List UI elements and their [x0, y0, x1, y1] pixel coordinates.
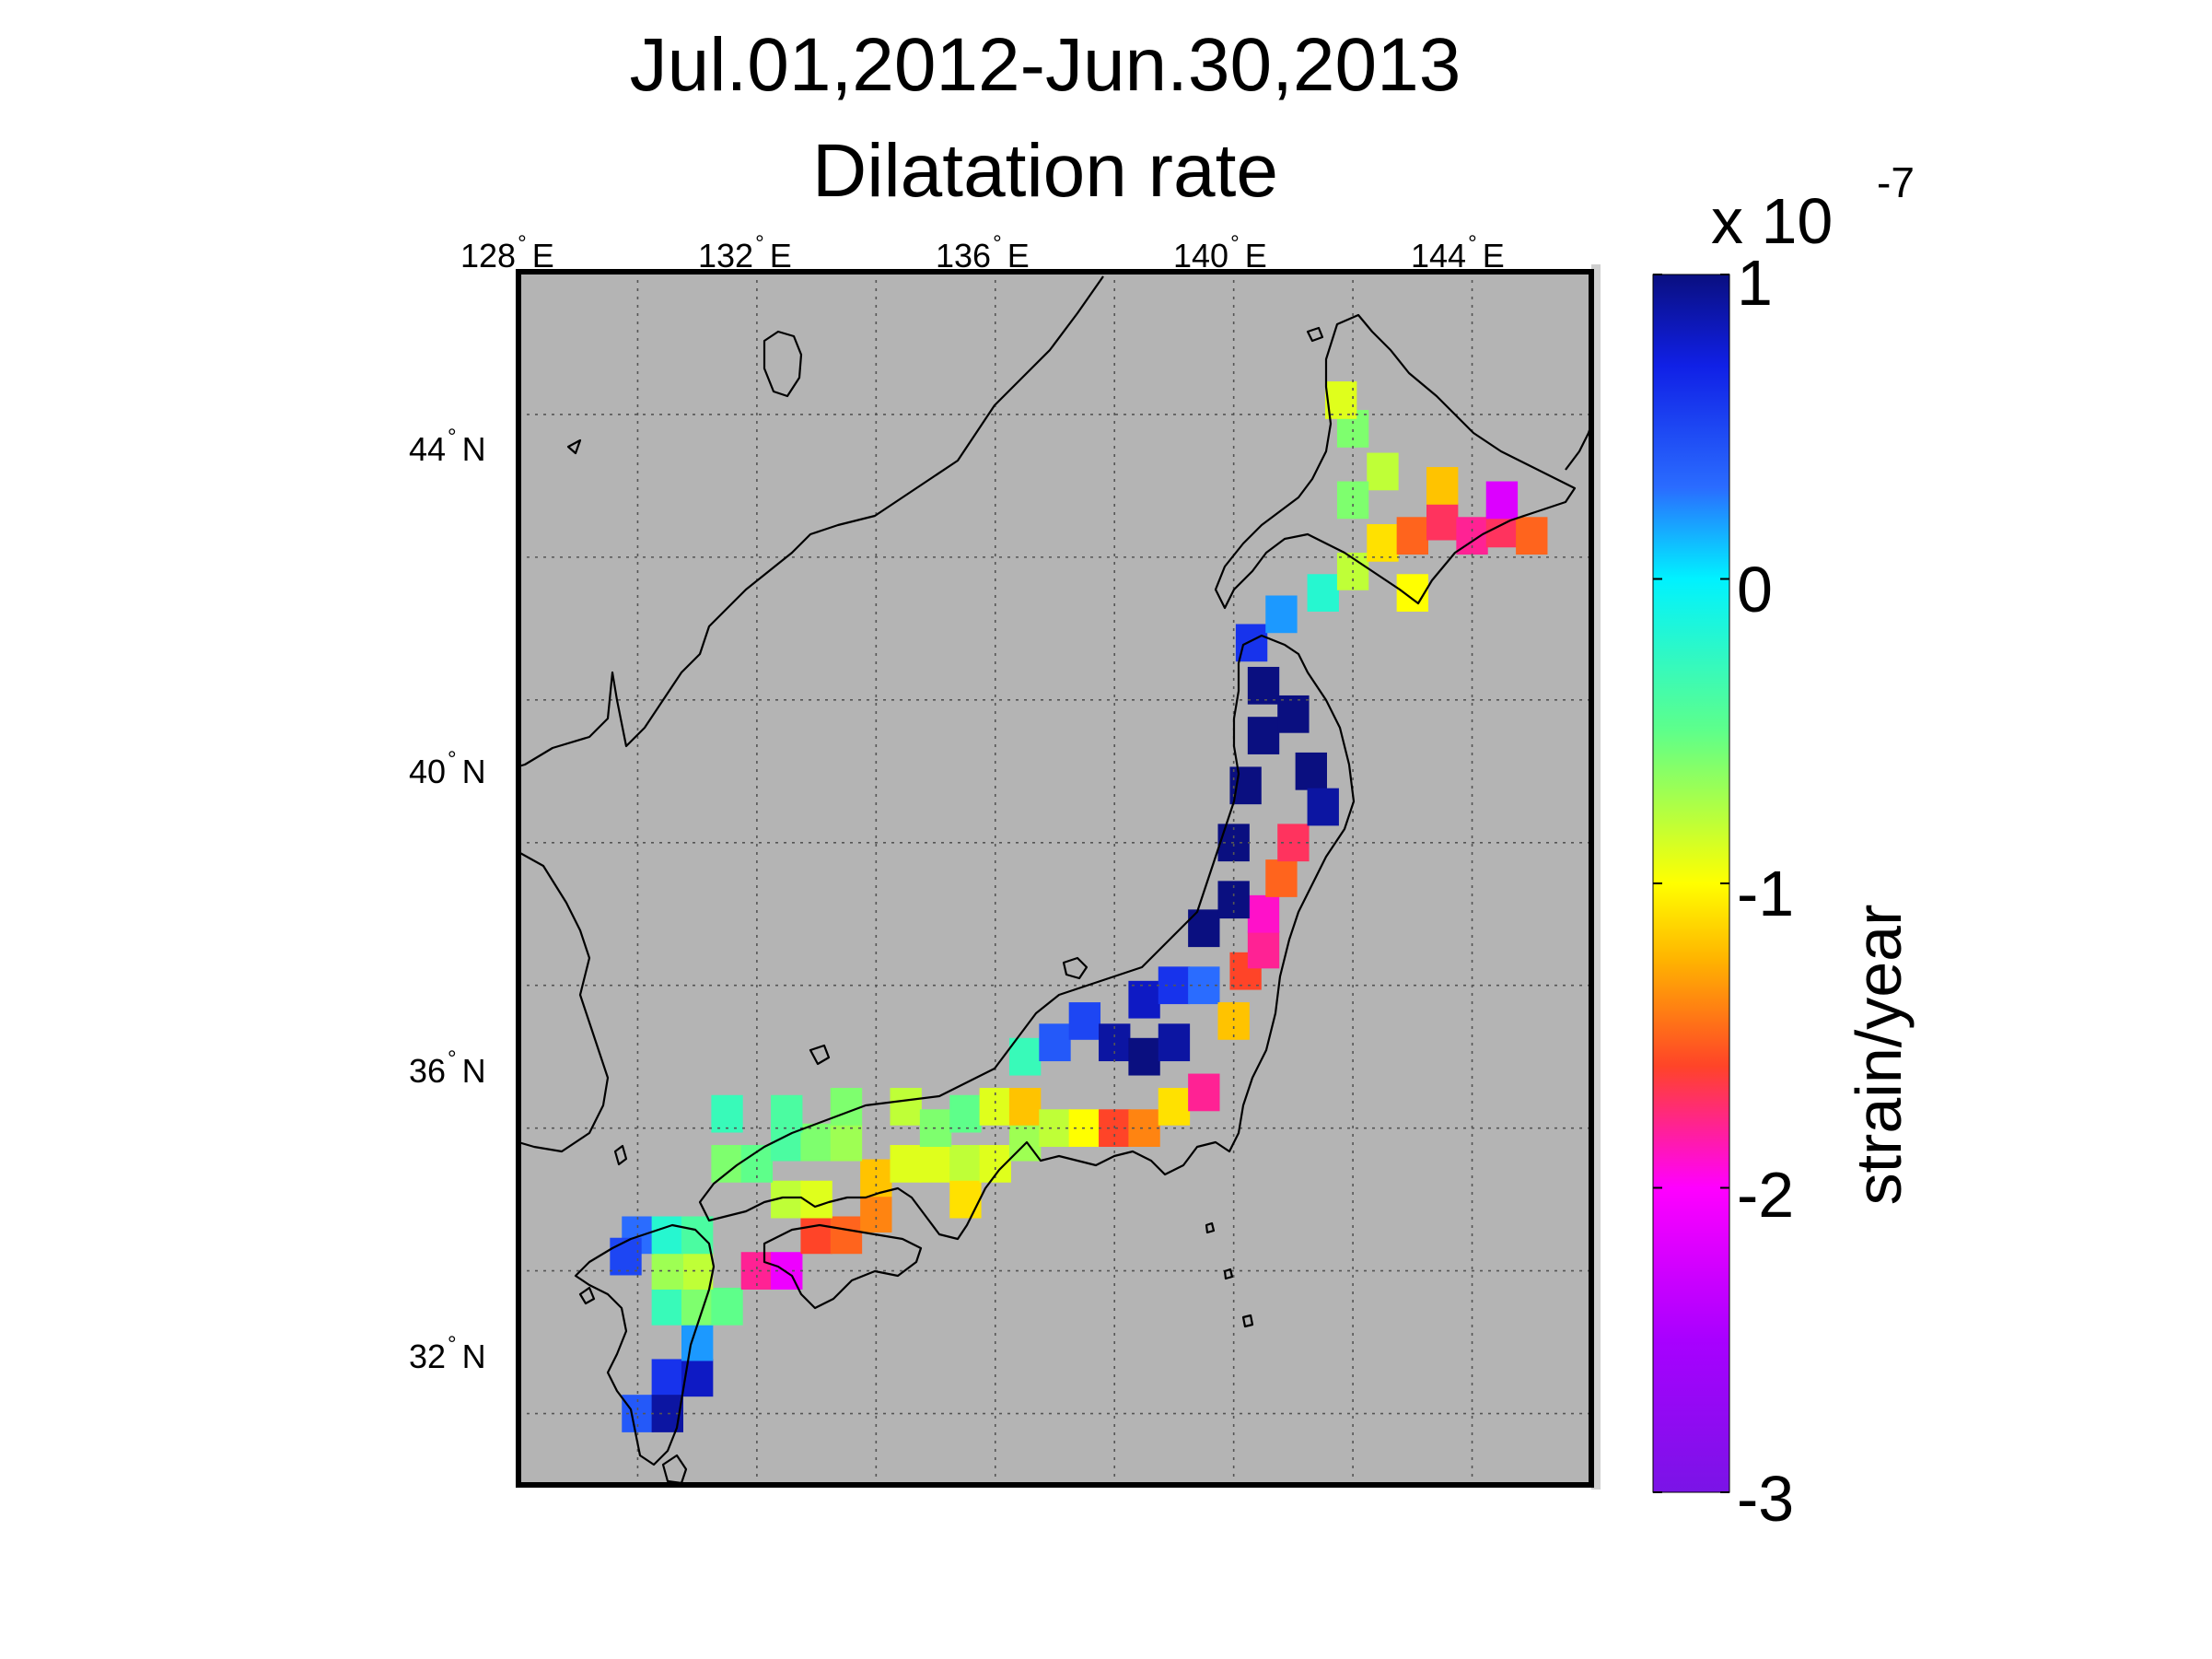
coast-island-izu-2	[1223, 1268, 1234, 1280]
heat-cell-75	[1396, 574, 1429, 612]
heat-cell-26	[800, 1123, 832, 1162]
heat-cell-27	[830, 1123, 863, 1162]
lon-tick-140: 140° E	[1173, 231, 1267, 275]
heat-cell-47	[1008, 1037, 1042, 1076]
heat-cell-81	[1516, 517, 1548, 555]
heat-cell-30	[830, 1088, 863, 1126]
heat-cell-69	[1307, 788, 1339, 826]
heat-cell-17	[830, 1216, 863, 1255]
heat-cell-60	[1265, 859, 1298, 897]
graticule-gridlines	[518, 272, 1591, 1485]
heat-cell-59	[1247, 894, 1280, 933]
heat-cell-70	[1247, 666, 1280, 705]
coast-island-rishiri	[1306, 326, 1324, 343]
map-title-line-2: Dilatation rate	[812, 129, 1278, 213]
heat-cell-40	[1008, 1088, 1042, 1126]
heat-cell-55	[1188, 966, 1220, 1005]
coast-island-hachijo	[1241, 1314, 1254, 1328]
heat-cell-16	[800, 1216, 832, 1255]
coast-shikoku	[763, 1223, 923, 1310]
heat-cell-82	[1485, 481, 1519, 520]
lon-tick-128: 128° E	[460, 231, 554, 275]
heat-cell-51	[1128, 1037, 1160, 1076]
heat-cell-7	[711, 1287, 743, 1326]
heat-cell-48	[1039, 1023, 1071, 1062]
heat-cell-33	[949, 1145, 982, 1183]
coast-hokkaido	[1214, 313, 1577, 610]
heat-cell-34	[949, 1180, 982, 1219]
heat-cell-11	[610, 1237, 642, 1276]
coast-island-north	[763, 330, 803, 398]
coast-korea	[518, 851, 610, 1153]
lat-tick-32: 32° N	[409, 1332, 486, 1375]
colorbar	[1652, 274, 1730, 1493]
heat-cell-45	[1158, 1088, 1191, 1126]
lon-tick-132: 132° E	[698, 231, 792, 275]
map-frame	[516, 269, 1594, 1488]
heat-cell-76	[1367, 524, 1399, 562]
coast-island-small-nw	[566, 438, 582, 455]
colorbar-tick-label-neg1: -1	[1737, 858, 1795, 929]
colorbar-multiplier-exponent: -7	[1877, 158, 1915, 206]
coast-island-goto	[578, 1286, 596, 1305]
lon-tick-144: 144° E	[1411, 231, 1505, 275]
heat-cell-32	[919, 1145, 952, 1183]
heat-cell-78	[1426, 502, 1459, 541]
colorbar-axis-label: strain/year	[1843, 904, 1915, 1206]
colorbar-tick-label-neg3: -3	[1737, 1463, 1795, 1535]
coast-island-izu	[1205, 1221, 1216, 1234]
coast-island-sado	[1062, 956, 1089, 980]
heat-cell-56	[1217, 1002, 1250, 1040]
heat-cell-50	[1099, 1023, 1131, 1062]
lat-tick-44: 44° N	[409, 425, 486, 468]
heat-cell-12	[651, 1216, 683, 1255]
heat-cell-66	[1247, 717, 1280, 754]
colorbar-tick-label-1: 1	[1737, 247, 1773, 319]
heat-cell-22	[890, 1145, 922, 1183]
heat-cell-1	[651, 1359, 683, 1397]
heat-cell-13	[681, 1216, 714, 1255]
heat-cell-84	[1367, 452, 1399, 491]
heat-cell-29	[771, 1094, 803, 1133]
map-title-line-1: Jul.01,2012-Jun.30,2013	[629, 23, 1461, 107]
heat-cell-53	[1128, 980, 1160, 1019]
colorbar-multiplier: x 10	[1711, 185, 1834, 257]
lat-tick-36: 36° N	[409, 1046, 486, 1090]
heat-cell-77	[1396, 517, 1429, 555]
coast-kyushu	[574, 1223, 716, 1466]
heat-cell-86	[1324, 381, 1357, 419]
colorbar-tick-label-neg2: -2	[1737, 1159, 1795, 1231]
heat-cell-52	[1158, 1023, 1191, 1062]
heat-cell-83	[1426, 467, 1459, 505]
strain-heat-cells	[610, 381, 1548, 1432]
coast-island-tsushima	[613, 1144, 628, 1166]
heat-cell-41	[1039, 1109, 1071, 1148]
coast-honshu	[698, 634, 1356, 1241]
heat-cell-46	[1188, 1073, 1220, 1112]
coast-island-oki	[809, 1044, 831, 1066]
heat-cell-38	[949, 1094, 982, 1133]
heat-cell-4	[681, 1323, 714, 1361]
heat-cell-58	[1247, 930, 1280, 969]
heat-cell-68	[1295, 752, 1327, 790]
heat-cell-5	[651, 1287, 683, 1326]
coast-asia-mainland	[518, 275, 1104, 768]
colorbar-tick-marks	[1653, 274, 1729, 1493]
map-frame-shadow	[1591, 264, 1601, 1490]
heat-cell-67	[1277, 695, 1310, 733]
heat-cell-72	[1265, 595, 1298, 634]
coast-island-tanegashima	[661, 1454, 688, 1485]
lon-tick-136: 136° E	[936, 231, 1030, 275]
heat-cell-49	[1068, 1002, 1101, 1040]
lat-tick-40: 40° N	[409, 747, 486, 790]
colorbar-tick-label-0: 0	[1737, 554, 1773, 625]
heat-cell-73	[1307, 574, 1339, 612]
heat-cell-28	[711, 1094, 743, 1133]
heat-cell-31	[890, 1088, 922, 1126]
